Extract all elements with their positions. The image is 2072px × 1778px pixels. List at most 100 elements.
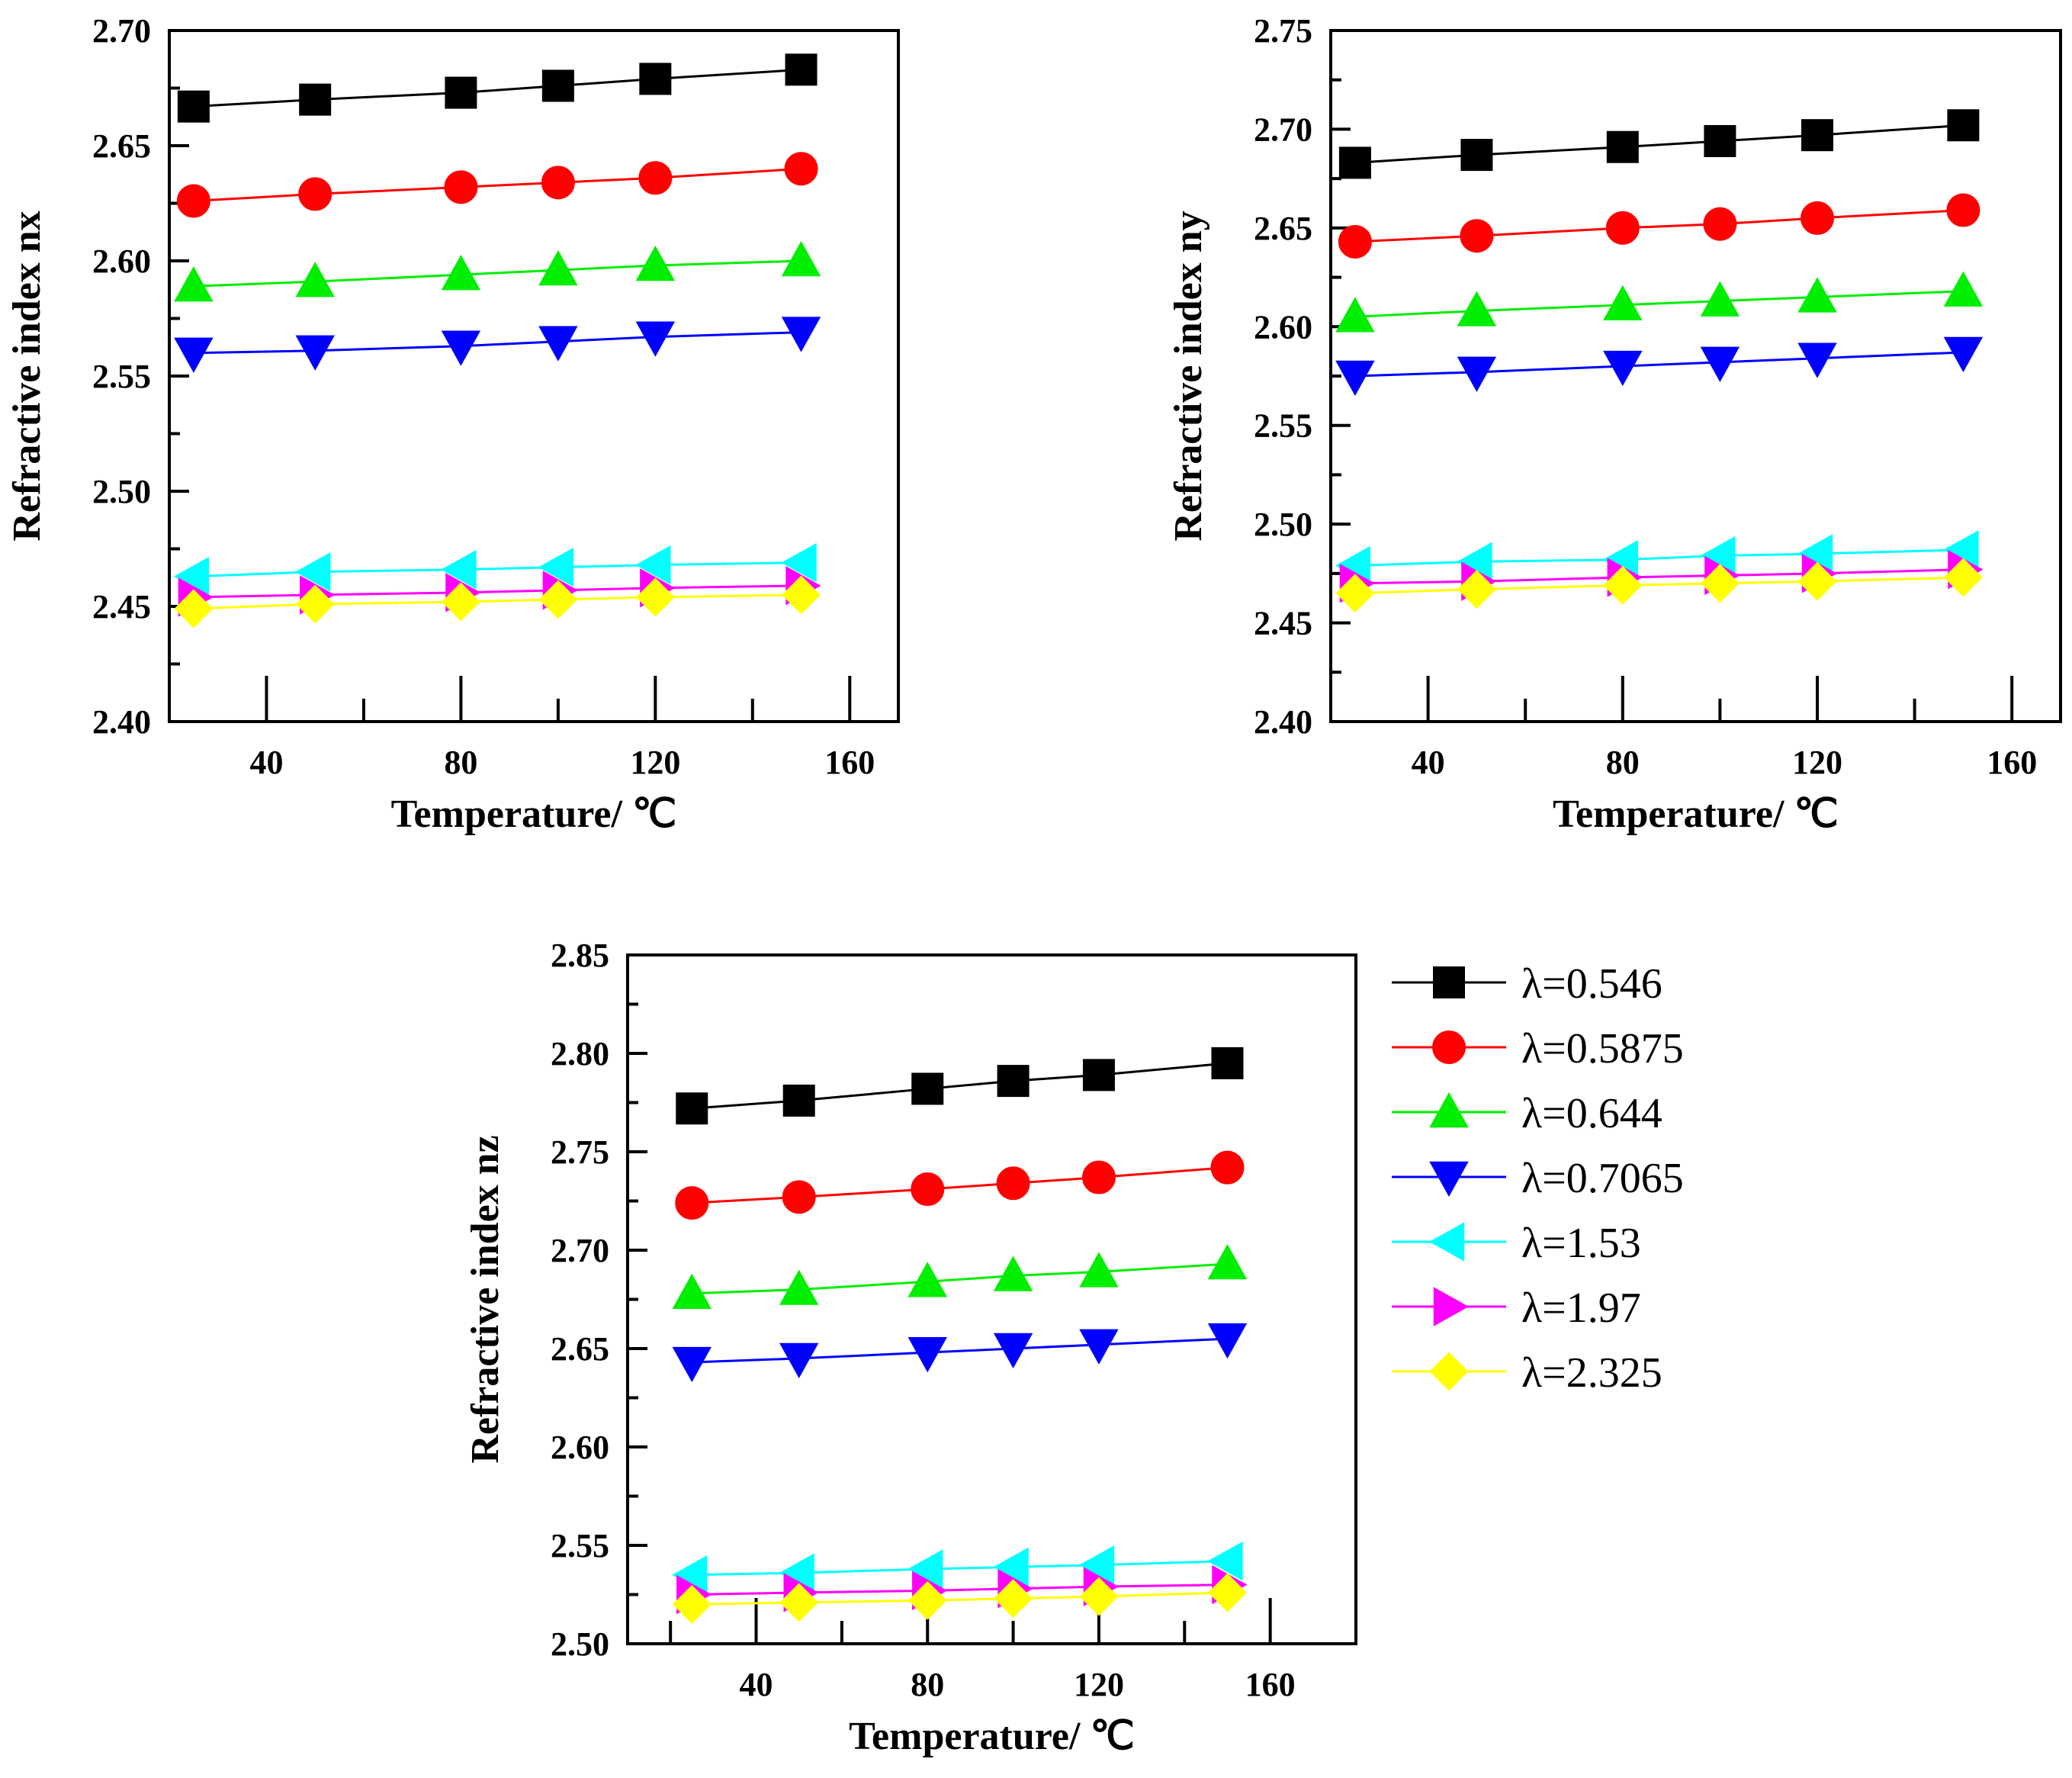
series-1-53: [1335, 530, 1979, 586]
data-point: [177, 90, 210, 123]
data-point: [538, 580, 578, 619]
data-point: [295, 262, 335, 297]
series-line: [193, 259, 801, 288]
data-point: [672, 1346, 712, 1383]
y-tick-label: 2.40: [92, 703, 151, 741]
series-line: [1354, 290, 1964, 318]
data-point: [541, 69, 574, 102]
data-point: [1943, 271, 1984, 307]
data-point: [174, 337, 214, 373]
series-line: [692, 1062, 1228, 1110]
data-point: [1208, 1573, 1247, 1612]
y-tick-label: 2.50: [92, 473, 151, 510]
x-tick-label: 80: [1606, 744, 1640, 781]
y-tick-label: 2.50: [1254, 506, 1312, 543]
data-point: [1079, 1577, 1119, 1616]
data-point: [779, 1269, 819, 1305]
data-point: [911, 1172, 945, 1207]
series-line: [692, 1560, 1228, 1577]
data-point: [784, 152, 818, 186]
x-tick-label: 160: [1987, 744, 2037, 781]
data-point: [1801, 201, 1834, 235]
data-point: [993, 1256, 1033, 1291]
data-point: [1460, 219, 1494, 253]
data-point: [782, 575, 821, 615]
y-tick-label: 2.55: [1254, 407, 1312, 445]
x-axis-title: Temperature/ ℃: [1553, 793, 1839, 836]
x-axis-title: Temperature/ ℃: [849, 1715, 1135, 1758]
y-tick-label: 2.55: [551, 1527, 609, 1564]
chart-nx: 2.40 2.45 2.50 2.55 2.60 2.65 2.70 40 80 120 160 Te…: [5, 12, 900, 836]
data-point: [1079, 1252, 1119, 1288]
data-point: [1338, 146, 1371, 179]
series-line: [692, 1166, 1228, 1204]
series-line: [193, 593, 801, 610]
series-line: [692, 1583, 1228, 1596]
x-tick-label: 120: [1074, 1666, 1124, 1703]
data-point: [1207, 1323, 1248, 1359]
data-point: [908, 1549, 943, 1589]
series-line: [193, 331, 801, 355]
data-point: [1210, 1150, 1245, 1185]
data-point: [993, 1333, 1033, 1369]
data-point: [1338, 224, 1372, 259]
series-2-325: [1335, 558, 1983, 613]
series-0-5875: [675, 1150, 1245, 1220]
legend-label: λ=1.53: [1521, 1220, 1641, 1267]
series-0-7065: [672, 1323, 1248, 1383]
data-point: [298, 177, 332, 211]
series-line: [193, 167, 801, 202]
data-point: [1460, 139, 1493, 172]
data-point: [541, 166, 575, 200]
data-point: [785, 53, 818, 86]
y-tick-label: 2.65: [92, 127, 151, 165]
x-tick-label: 80: [444, 744, 477, 781]
series-0-644: [174, 240, 821, 302]
series-line: [1354, 124, 1964, 164]
data-point: [635, 545, 671, 585]
y-tick-label: 2.60: [551, 1429, 609, 1466]
data-point: [1704, 124, 1736, 157]
data-point: [911, 1072, 944, 1105]
data-point: [1703, 207, 1737, 241]
series-0-546: [676, 1047, 1244, 1125]
series-line: [692, 1591, 1228, 1606]
data-point: [638, 161, 673, 195]
plot-frame: [168, 29, 900, 723]
y-tick-label: 2.45: [1254, 605, 1312, 642]
legend-marker: [1433, 966, 1465, 998]
series-line: [1354, 351, 1964, 378]
data-point: [997, 1065, 1030, 1098]
data-point: [779, 1583, 819, 1622]
series-1-53: [672, 1541, 1243, 1595]
series-0-644: [1335, 271, 1984, 333]
data-point: [635, 321, 676, 357]
series-line: [1354, 548, 1964, 567]
data-point: [781, 317, 821, 352]
data-point: [1797, 561, 1837, 601]
data-point: [1335, 574, 1375, 613]
legend-label: λ=0.5875: [1521, 1025, 1684, 1072]
data-point: [781, 240, 821, 277]
y-axis-title: Refractive index nz: [464, 1135, 507, 1463]
data-point: [1079, 1329, 1119, 1365]
legend-label: λ=2.325: [1521, 1349, 1662, 1397]
data-point: [174, 589, 214, 629]
series-line: [1354, 209, 1964, 243]
legend-entry-0-5875: λ=0.5875: [1392, 1025, 1684, 1072]
series-line: [193, 584, 801, 599]
data-point: [779, 1342, 819, 1378]
y-tick-label: 2.55: [92, 358, 151, 395]
data-point: [1603, 565, 1643, 605]
series-2-325: [174, 575, 821, 629]
data-point: [1943, 558, 1983, 597]
y-tick-label: 2.45: [92, 588, 151, 625]
data-point: [908, 1262, 947, 1297]
data-point: [1700, 346, 1740, 382]
legend-marker: [1433, 1287, 1470, 1326]
legend-entry-0-7065: λ=0.7065: [1392, 1155, 1684, 1202]
series-0-546: [1338, 109, 1980, 179]
data-point: [1603, 350, 1643, 387]
data-point: [1078, 1545, 1115, 1585]
